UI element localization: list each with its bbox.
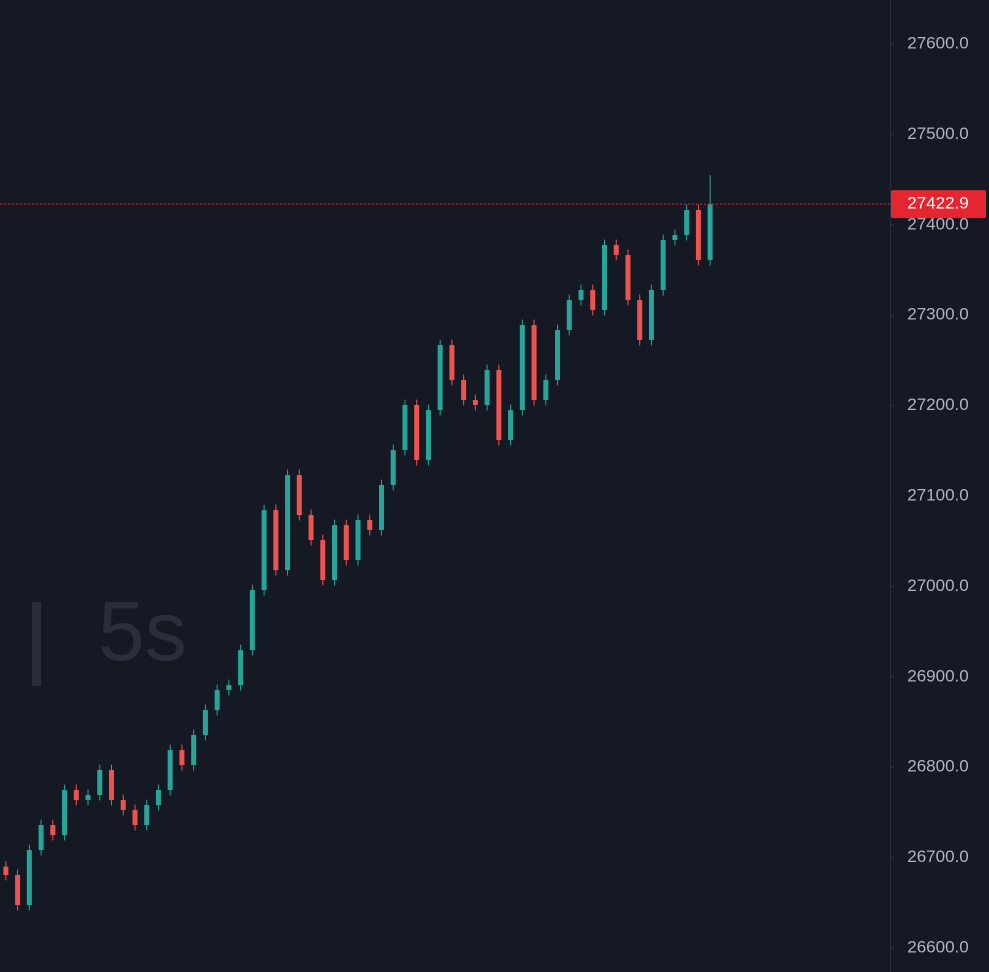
candle-body	[332, 525, 338, 581]
candle-body	[26, 850, 32, 906]
candle-body	[249, 590, 255, 651]
candle-body	[167, 750, 173, 791]
candle-body	[285, 475, 291, 571]
candle-body	[120, 800, 126, 810]
candle-body	[109, 770, 115, 801]
candle-body	[73, 790, 79, 801]
candle-body	[273, 510, 279, 571]
candle-body	[179, 750, 185, 766]
candle-body	[660, 240, 666, 291]
candle-body	[296, 475, 302, 516]
last-price-label: 27422.9	[907, 194, 968, 213]
y-tick-label: 27100.0	[907, 486, 968, 505]
candle-body	[144, 805, 150, 826]
y-tick-label: 26700.0	[907, 847, 968, 866]
candle-body	[707, 204, 713, 260]
candle-body	[590, 290, 596, 310]
candle-body	[566, 300, 572, 331]
y-tick-label: 27500.0	[907, 124, 968, 143]
candle-body	[531, 324, 537, 401]
candle-body	[625, 255, 631, 301]
candle-body	[320, 540, 326, 581]
candle-body	[414, 405, 420, 461]
candle-body	[50, 825, 56, 836]
candle-body	[191, 735, 197, 766]
candle-body	[555, 330, 561, 381]
candle-body	[437, 345, 443, 411]
watermark-separator	[32, 602, 41, 686]
y-tick-label: 27000.0	[907, 576, 968, 595]
candle-body	[484, 370, 490, 405]
candle-body	[97, 770, 103, 795]
last-price-box	[891, 190, 986, 219]
candle-body	[367, 519, 373, 531]
candle-body	[15, 874, 21, 906]
candle-body	[155, 790, 161, 806]
y-tick-label: 26800.0	[907, 757, 968, 776]
watermark: 5s	[98, 584, 187, 678]
candle-body	[472, 400, 478, 405]
candle-body	[226, 685, 232, 691]
candle-body	[308, 515, 314, 541]
candle-body	[202, 710, 208, 736]
candle-body	[38, 825, 44, 851]
candle-body	[390, 450, 396, 486]
candle-body	[519, 324, 525, 411]
candle-body	[214, 690, 220, 711]
candle-body	[132, 810, 138, 826]
candle-body	[578, 290, 584, 301]
candle-body	[343, 525, 349, 561]
candle-body	[449, 345, 455, 381]
candle-body	[672, 235, 678, 241]
candle-body	[238, 650, 244, 686]
y-tick-label: 27300.0	[907, 305, 968, 324]
candle-body	[3, 866, 9, 875]
candle-body	[684, 210, 690, 236]
candle-body	[648, 290, 654, 341]
candle-body	[601, 244, 607, 310]
candle-body	[613, 244, 619, 256]
candle-body	[85, 794, 91, 801]
candle-body	[637, 300, 643, 341]
y-tick-label: 27600.0	[907, 34, 968, 53]
candle-body	[261, 510, 267, 591]
candle-body	[508, 410, 514, 441]
y-tick-label: 27200.0	[907, 395, 968, 414]
candle-body	[402, 405, 408, 451]
candle-body	[496, 370, 502, 441]
y-tick-label: 26900.0	[907, 666, 968, 685]
candle-body	[425, 410, 431, 461]
candle-body	[695, 210, 701, 260]
candle-body	[543, 380, 549, 401]
candle-body	[461, 380, 467, 401]
y-tick-label: 26600.0	[907, 938, 968, 957]
candle-body	[355, 519, 361, 561]
candle-body	[62, 790, 68, 836]
candle-body	[378, 485, 384, 531]
y-tick-label: 27400.0	[907, 214, 968, 233]
